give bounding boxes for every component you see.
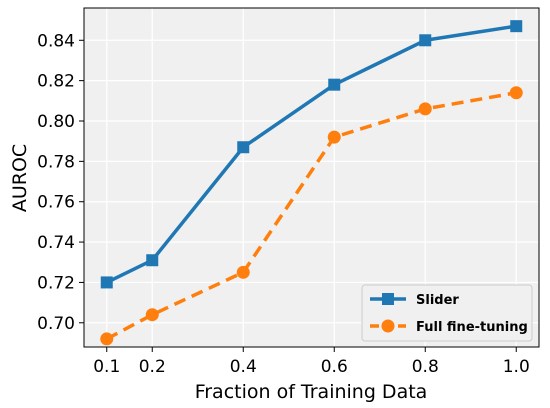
y-tick-label: 0.84 (37, 31, 75, 51)
y-tick-label: 0.70 (37, 314, 75, 334)
plot-frame (83, 7, 540, 348)
series-full-fine-tuning (100, 86, 523, 346)
series-layer (100, 20, 523, 346)
data-point-slider (100, 276, 113, 289)
x-tick-label: 0.8 (412, 357, 439, 377)
y-tick-label: 0.82 (37, 72, 75, 92)
y-tick-label: 0.80 (37, 112, 75, 132)
data-point-full-fine-tuning (100, 332, 114, 346)
data-point-slider (419, 34, 432, 47)
legend-marker-slider (382, 293, 394, 305)
x-axis: 0.1 0.2 0.4 0.6 0.8 1.0 (93, 347, 530, 377)
x-tick-label: 0.1 (93, 357, 120, 377)
y-tick-label: 0.72 (37, 273, 75, 293)
legend-item-slider: Slider (370, 293, 459, 308)
x-tick-label: 0.4 (230, 357, 257, 377)
data-point-full-fine-tuning (509, 86, 523, 100)
data-point-full-fine-tuning (236, 265, 250, 279)
legend-label-slider: Slider (416, 293, 459, 308)
data-point-slider (510, 20, 523, 33)
data-point-slider (328, 78, 341, 91)
series-line-full-fine-tuning (105, 91, 517, 341)
data-point-full-fine-tuning (418, 102, 432, 116)
legend-item-full-fine-tuning: Full fine-tuning (370, 319, 528, 335)
y-axis: 0.70 0.72 0.74 0.76 0.78 0.80 0.82 0.84 (37, 31, 84, 334)
x-tick-label: 0.2 (139, 357, 166, 377)
data-point-slider (146, 254, 159, 267)
data-point-full-fine-tuning (145, 308, 159, 322)
y-axis-label: AUROC (9, 144, 31, 212)
x-axis-label: Fraction of Training Data (195, 381, 428, 403)
legend-marker-full-fine-tuning (381, 319, 395, 333)
data-point-slider (237, 141, 250, 154)
x-tick-label: 1.0 (503, 357, 530, 377)
series-slider (100, 20, 523, 289)
series-line-slider (105, 24, 517, 285)
data-point-full-fine-tuning (327, 130, 341, 144)
y-tick-label: 0.78 (37, 152, 75, 172)
y-tick-label: 0.74 (37, 233, 75, 253)
legend: Slider Full fine-tuning (361, 284, 533, 342)
legend-label-full-fine-tuning: Full fine-tuning (416, 320, 528, 335)
x-tick-label: 0.6 (321, 357, 348, 377)
y-tick-label: 0.76 (37, 193, 75, 213)
